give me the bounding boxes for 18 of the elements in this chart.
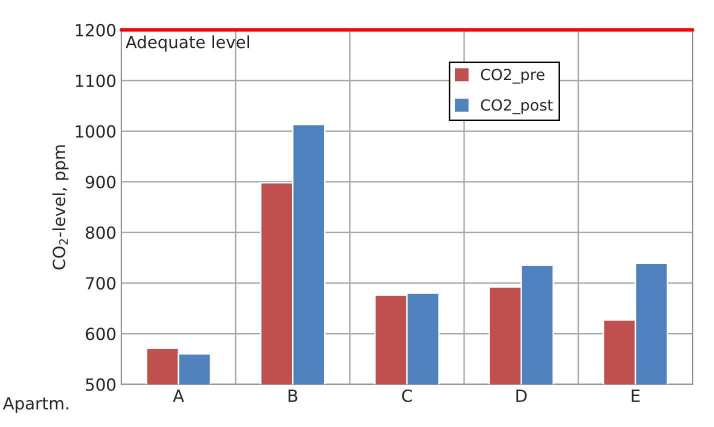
y-axis-title: CO$_{2}$-level, ppm xyxy=(52,145,69,270)
ref-line-label: Adequate level xyxy=(126,35,249,52)
x-tick-label: B xyxy=(288,390,298,402)
y-tick-label: 1200 xyxy=(76,24,116,36)
y-tick-label: 500 xyxy=(86,378,116,391)
x-tick-label: C xyxy=(402,389,412,402)
legend-label: CO2_pre xyxy=(480,68,544,84)
legend-label: CO2_post xyxy=(480,99,553,114)
y-tick-label: 1000 xyxy=(76,125,116,138)
x-tick-label: E xyxy=(632,390,640,402)
x-tick-label: A xyxy=(172,390,184,402)
y-tick-label: 600 xyxy=(86,328,116,340)
y-tick-label: 900 xyxy=(86,176,116,188)
x-axis-title: Apartm. xyxy=(2,397,68,413)
y-tick-label: 1100 xyxy=(76,74,116,88)
x-tick-label: D xyxy=(516,390,527,402)
y-tick-label: 700 xyxy=(86,277,116,290)
y-tick-label: 800 xyxy=(86,226,116,239)
